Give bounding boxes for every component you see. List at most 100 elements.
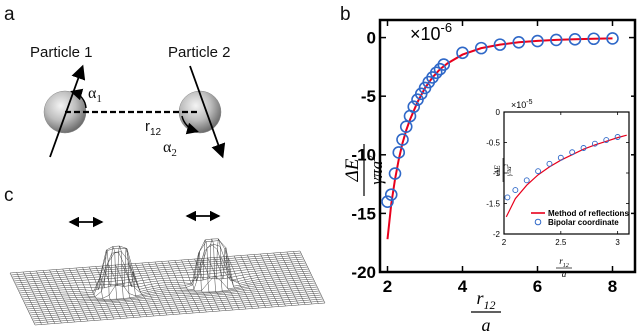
mesh-line [115,247,141,318]
inset-xlabel-den: a [562,269,567,279]
mesh-line [9,272,36,326]
mesh-line [253,254,280,307]
main-bipolar-point [512,35,526,49]
inset-ytick-label: -2 [493,230,501,239]
mesh-line [181,259,207,313]
mesh-line [200,238,227,311]
mesh-line [16,272,42,325]
inset-xlabel: r12 [559,256,569,269]
mesh-line [102,245,128,319]
main-ylabel: ΔE γπa2 [342,144,386,196]
main-bipolar-point [429,66,443,80]
alpha-2-symbol: α2 [163,139,177,159]
mesh-line [247,254,273,308]
main-bipolar-point [531,34,544,48]
mesh-line [220,256,247,310]
main-bipolar-point [384,188,398,201]
main-bipolar-point [456,46,469,60]
main-bipolar-point [606,32,619,45]
interface-deformation-wireframe [9,210,326,326]
inset-bipolar-point [504,194,511,201]
inset-legend: Method of reflections Bipolar coordinate [531,209,629,227]
alpha-1-symbol: α1 [88,85,102,105]
inset-bipolar-point [580,145,587,151]
panel-letter-c: c [4,185,14,206]
main-bipolar-point [568,33,582,46]
mesh-line [174,260,201,313]
main-bipolar-point [437,58,451,71]
alpha-2-angle-arc [181,115,199,135]
mesh-line [240,255,266,308]
mesh-line [167,260,194,314]
mesh-line [286,251,313,305]
mesh-line [214,247,240,310]
mesh-line [22,271,49,325]
main-bipolar-point [474,41,488,55]
main-xlabel: r12 [476,288,495,312]
main-bipolar-point [549,33,563,47]
mesh-line [42,270,69,323]
main-ytick-label: -20 [351,263,376,282]
particle-1-label: Particle 1 [30,44,93,61]
inset-bipolar-point [614,134,621,140]
mesh-line [49,269,75,323]
mesh-line [36,270,62,324]
main-xtick-label: 6 [533,277,542,296]
alpha-1-angle-arc [70,88,87,109]
inset-bipolar-point [546,160,553,167]
particle-schematic: Particle 1 Particle 2 α1 α2 r12 [30,44,231,159]
mesh-line [75,267,102,321]
particle-2-orientation-arrow [189,65,226,159]
legend-label-method-of-reflections: Method of reflections [548,209,629,218]
main-bipolar-point [587,32,601,46]
wireframe-mesh [9,238,326,326]
mesh-line [299,250,326,304]
main-ylabel-num: ΔE [342,158,363,182]
panel-letter-b: b [340,4,351,25]
main-energy-chart: 2 4 6 8 0 -5 -1 0 -15 -20 ×10-6 r12 a ΔE γπa2 2 2.… [342,18,637,335]
inset-ylabel-den: γπa2 [505,163,513,176]
main-bipolar-point [396,133,409,146]
mesh-line [207,238,233,311]
mesh-line [161,261,187,314]
mesh-line [293,251,319,304]
mesh-line [128,263,154,317]
legend-marker-bipolar-coordinate [534,218,542,226]
particle-1-orientation-arrow [49,64,86,158]
main-bipolar-point [407,100,421,114]
main-xtick-label: 4 [458,277,468,296]
main-xtick-label: 2 [383,277,392,296]
mesh-line [29,271,56,324]
main-ytick-label: -15 [351,204,376,223]
inset-reflection-curve [505,134,627,218]
mesh-line [88,266,115,320]
mesh-line [154,261,181,315]
inset-bipolar-point [603,137,610,144]
main-bipolar-point [392,146,406,159]
main-bipolar-point [493,38,507,51]
mesh-line [187,250,214,312]
inset-xtick-label: 2.5 [555,238,567,247]
mesh-line [134,263,161,316]
inset-exponent-label: ×10-5 [511,99,533,110]
mesh-line [55,269,82,322]
main-plot-frame [378,18,637,274]
inset-ylabel: ΔE γπa2 [493,158,513,182]
inset-bipolar-point [512,187,519,194]
inset-xtick-label: 2 [502,238,507,247]
mesh-line [266,253,293,306]
main-xtick-label: 8 [608,277,617,296]
mesh-line [82,267,108,320]
inset-ytick-label: -1.5 [486,199,500,208]
main-bipolar-point [388,167,402,180]
legend-label-bipolar-coordinate: Bipolar coordinate [548,218,619,227]
main-xlabel-den: a [482,315,491,335]
mesh-line [227,256,253,309]
mesh-line [279,252,306,305]
mesh-line [273,252,299,306]
inset-ytick-label: 0 [496,108,501,117]
r12-label: r12 [145,118,162,138]
inset-ytick-label: -0.5 [486,138,500,147]
main-bipolar-point [381,195,394,208]
particle-2-label: Particle 2 [168,44,231,61]
